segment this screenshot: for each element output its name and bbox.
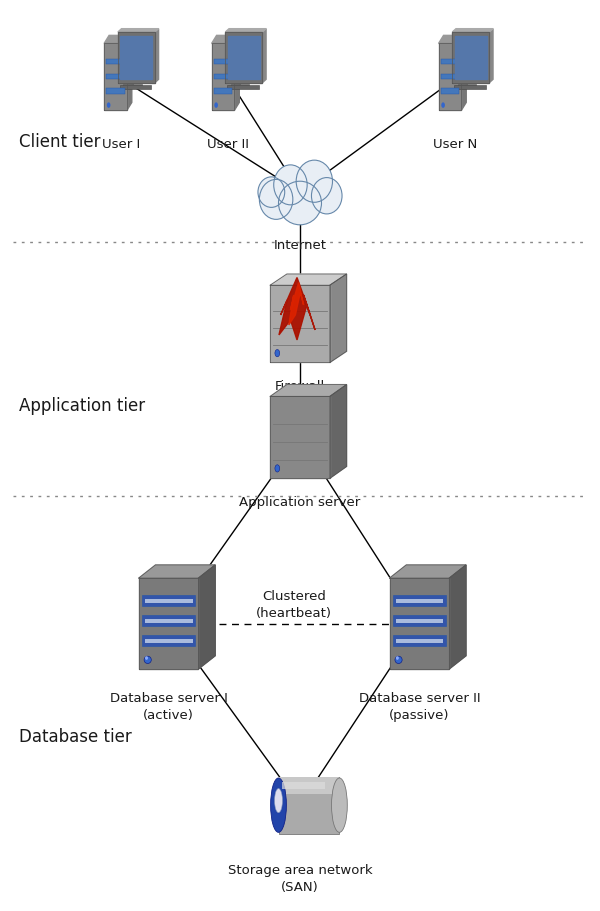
Circle shape <box>214 102 218 107</box>
Polygon shape <box>452 28 493 32</box>
Text: Database server II
(passive): Database server II (passive) <box>359 691 480 722</box>
Bar <box>392 615 446 626</box>
Polygon shape <box>270 285 330 363</box>
Text: User N: User N <box>433 138 478 150</box>
Bar <box>392 635 446 646</box>
Polygon shape <box>118 28 158 32</box>
Bar <box>142 635 196 646</box>
Bar <box>124 85 142 87</box>
Polygon shape <box>279 278 315 340</box>
Polygon shape <box>104 44 127 110</box>
Bar <box>142 596 196 606</box>
Bar <box>142 615 196 626</box>
Polygon shape <box>121 36 152 78</box>
Bar <box>214 59 232 64</box>
Bar <box>441 88 459 94</box>
Text: User I: User I <box>102 138 140 150</box>
Ellipse shape <box>332 778 347 833</box>
Ellipse shape <box>278 181 322 225</box>
Bar <box>145 619 193 623</box>
Polygon shape <box>139 578 199 669</box>
Polygon shape <box>228 36 260 78</box>
Bar <box>395 619 443 623</box>
Polygon shape <box>104 36 132 44</box>
Bar <box>278 776 340 834</box>
Bar <box>441 74 459 79</box>
Ellipse shape <box>259 179 293 220</box>
Polygon shape <box>270 274 347 285</box>
Polygon shape <box>270 384 347 396</box>
Polygon shape <box>270 396 330 478</box>
Text: Application tier: Application tier <box>19 396 145 415</box>
Polygon shape <box>139 565 215 578</box>
Text: Clustered
(heartbeat): Clustered (heartbeat) <box>256 590 332 620</box>
Ellipse shape <box>271 778 286 833</box>
Bar <box>441 59 459 64</box>
Polygon shape <box>439 44 461 110</box>
Text: User II: User II <box>208 138 250 150</box>
Text: Application server: Application server <box>239 496 361 509</box>
Polygon shape <box>452 32 490 83</box>
Circle shape <box>107 102 110 107</box>
Text: Database tier: Database tier <box>19 728 132 746</box>
Polygon shape <box>127 36 132 110</box>
Polygon shape <box>226 28 266 32</box>
Polygon shape <box>439 36 466 44</box>
Bar <box>231 85 250 87</box>
Bar <box>278 776 340 793</box>
Ellipse shape <box>311 178 342 214</box>
Ellipse shape <box>296 160 332 202</box>
Polygon shape <box>449 565 466 669</box>
Bar <box>145 599 193 603</box>
Polygon shape <box>226 32 262 83</box>
Polygon shape <box>212 44 235 110</box>
Bar <box>395 599 443 603</box>
Polygon shape <box>461 36 466 110</box>
Polygon shape <box>389 565 466 578</box>
Ellipse shape <box>275 789 283 813</box>
Polygon shape <box>235 36 239 110</box>
Bar <box>392 596 446 606</box>
Bar <box>214 88 232 94</box>
Text: Firewall: Firewall <box>275 380 325 394</box>
Bar <box>119 85 151 89</box>
Polygon shape <box>330 274 347 363</box>
Ellipse shape <box>274 165 307 205</box>
Ellipse shape <box>144 656 151 663</box>
Ellipse shape <box>145 656 148 660</box>
Text: Storage area network
(SAN): Storage area network (SAN) <box>227 865 373 895</box>
Bar <box>282 783 325 789</box>
Bar <box>454 85 485 89</box>
Circle shape <box>275 465 280 472</box>
Polygon shape <box>155 28 158 83</box>
Text: Internet: Internet <box>274 240 326 252</box>
Polygon shape <box>262 28 266 83</box>
Polygon shape <box>199 565 215 669</box>
Ellipse shape <box>395 656 402 663</box>
Bar <box>458 85 476 87</box>
Ellipse shape <box>396 656 399 660</box>
Bar <box>214 74 232 79</box>
Polygon shape <box>490 28 493 83</box>
Polygon shape <box>212 36 239 44</box>
Polygon shape <box>455 36 487 78</box>
Circle shape <box>441 102 445 107</box>
Ellipse shape <box>258 177 285 208</box>
Bar <box>145 640 193 643</box>
Bar <box>106 88 125 94</box>
Bar <box>106 59 125 64</box>
Polygon shape <box>118 32 155 83</box>
Text: Client tier: Client tier <box>19 133 101 151</box>
Polygon shape <box>289 282 304 325</box>
Polygon shape <box>389 578 449 669</box>
Bar <box>106 74 125 79</box>
Bar <box>227 85 259 89</box>
Text: Database server I
(active): Database server I (active) <box>110 691 227 722</box>
Circle shape <box>275 350 280 357</box>
Bar <box>395 640 443 643</box>
Polygon shape <box>330 384 347 478</box>
